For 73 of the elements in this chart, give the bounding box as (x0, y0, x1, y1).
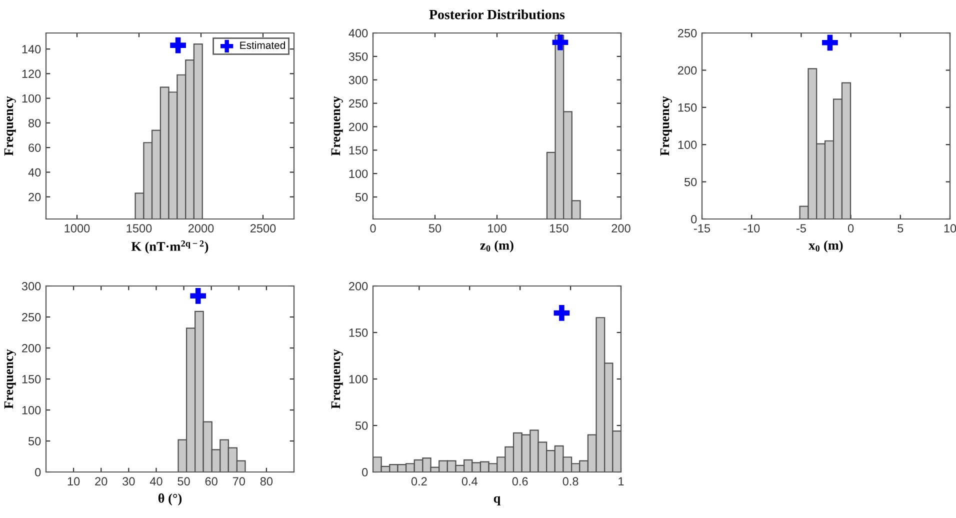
y-axis-title: Frequency (660, 96, 672, 156)
y-tick-label: 50 (355, 422, 368, 430)
x-tick-label: 70 (232, 477, 245, 486)
y-tick-label: 200 (22, 344, 41, 352)
x-tick-label: -10 (744, 224, 760, 233)
y-tick-label: 300 (22, 282, 41, 290)
x-tick-label: 1500 (126, 224, 152, 233)
y-tick-label: 100 (349, 375, 368, 384)
chart-title: Posterior Distributions (429, 9, 565, 20)
x-axis-title: z$_{0}$ (m) (480, 240, 514, 252)
x-tick-label: 0 (370, 224, 376, 233)
y-tick-label: 80 (28, 118, 41, 128)
y-tick-label: 20 (28, 192, 41, 202)
x-tick-label: 100 (488, 224, 506, 233)
x-tick-label: 10 (944, 224, 956, 233)
y-axis-title: Frequency (331, 349, 343, 409)
x-tick-label: 50 (428, 224, 442, 233)
y-tick-label: 150 (349, 328, 368, 337)
y-tick-label: 250 (22, 313, 41, 322)
x-tick-label: 5 (898, 224, 904, 233)
x-tick-label: 10 (68, 477, 80, 486)
y-tick-label: 0 (691, 215, 697, 224)
x-tick-label: 0.2 (411, 477, 427, 486)
y-tick-label: 250 (678, 29, 697, 38)
x-tick-label: 20 (95, 477, 108, 486)
y-tick-label: 200 (678, 66, 697, 75)
y-tick-label: 150 (678, 103, 697, 112)
y-tick-label: 100 (22, 94, 41, 103)
legend-label: Estimated (240, 41, 285, 49)
y-axis-title: Frequency (4, 96, 16, 156)
x-tick-label: -15 (694, 224, 710, 233)
x-tick-label: 150 (550, 224, 568, 233)
y-tick-label: 200 (349, 122, 368, 132)
y-tick-label: 120 (22, 70, 41, 78)
y-tick-label: 140 (22, 45, 41, 54)
x-tick-label: 2000 (188, 224, 214, 233)
y-tick-label: 100 (22, 406, 41, 414)
x-tick-label: 30 (122, 477, 135, 486)
x-tick-label: 40 (150, 477, 162, 486)
x-tick-label: 0.4 (462, 477, 478, 486)
y-tick-label: 100 (678, 140, 697, 149)
y-tick-label: 40 (28, 168, 41, 177)
x-tick-label: 0 (848, 224, 854, 233)
y-tick-label: 200 (349, 282, 368, 290)
y-tick-label: 100 (349, 170, 368, 178)
y-tick-label: 50 (355, 193, 368, 202)
y-tick-label: 400 (348, 29, 368, 38)
x-tick-label: 1 (618, 477, 624, 486)
x-tick-label: 2500 (250, 224, 276, 233)
x-tick-label: 50 (178, 477, 190, 486)
x-tick-label: 80 (260, 477, 273, 486)
x-axis-title: K (nT·m$^{2q−2}$) (131, 240, 208, 254)
x-axis-title: θ (°) (158, 493, 182, 506)
y-axis-title: Frequency (331, 96, 343, 156)
x-tick-label: 0.8 (562, 477, 578, 486)
x-axis-title: q (494, 496, 501, 506)
y-tick-label: 350 (348, 52, 368, 61)
y-tick-label: 0 (362, 468, 368, 476)
x-tick-label: 60 (205, 477, 218, 486)
y-tick-label: 300 (348, 76, 368, 84)
x-tick-label: 0.6 (512, 477, 528, 486)
y-tick-label: 0 (35, 468, 41, 476)
y-tick-label: 250 (349, 99, 368, 108)
x-tick-label: 200 (612, 224, 630, 233)
x-tick-label: 1000 (64, 224, 90, 233)
y-tick-label: 150 (22, 375, 41, 384)
x-tick-label: -5 (796, 224, 806, 233)
x-axis-title: x$_{0}$ (m) (808, 240, 843, 252)
y-axis-title: Frequency (4, 349, 16, 409)
y-tick-label: 50 (28, 437, 41, 446)
y-tick-label: 60 (28, 144, 41, 152)
y-tick-label: 50 (684, 178, 697, 186)
y-tick-label: 150 (349, 146, 368, 155)
